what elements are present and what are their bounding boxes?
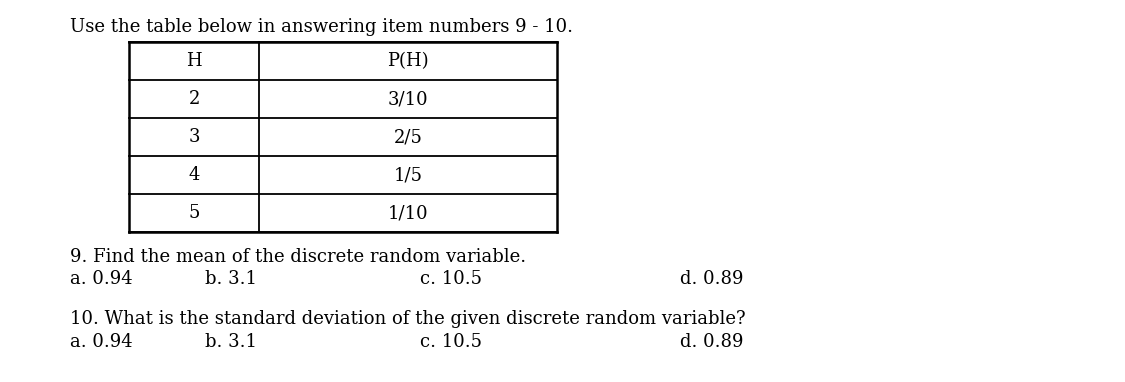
Text: 2: 2: [188, 90, 200, 108]
Text: 3/10: 3/10: [387, 90, 429, 108]
Text: b. 3.1: b. 3.1: [205, 333, 256, 351]
Text: 9. Find the mean of the discrete random variable.: 9. Find the mean of the discrete random …: [70, 248, 526, 266]
Text: 2/5: 2/5: [394, 128, 422, 146]
Text: P(H): P(H): [387, 52, 429, 70]
Bar: [129, 42, 557, 232]
Text: a. 0.94: a. 0.94: [70, 270, 133, 288]
Text: H: H: [187, 52, 201, 70]
Text: 4: 4: [188, 166, 200, 184]
Text: 5: 5: [188, 204, 200, 222]
Text: c. 10.5: c. 10.5: [420, 270, 482, 288]
Text: 3: 3: [188, 128, 200, 146]
Text: a. 0.94: a. 0.94: [70, 333, 133, 351]
Text: c. 10.5: c. 10.5: [420, 333, 482, 351]
Text: 10. What is the standard deviation of the given discrete random variable?: 10. What is the standard deviation of th…: [70, 310, 746, 328]
Text: Use the table below in answering item numbers 9 - 10.: Use the table below in answering item nu…: [70, 18, 573, 36]
Text: d. 0.89: d. 0.89: [680, 270, 744, 288]
Text: b. 3.1: b. 3.1: [205, 270, 256, 288]
Text: d. 0.89: d. 0.89: [680, 333, 744, 351]
Text: 1/10: 1/10: [387, 204, 429, 222]
Text: 1/5: 1/5: [394, 166, 422, 184]
